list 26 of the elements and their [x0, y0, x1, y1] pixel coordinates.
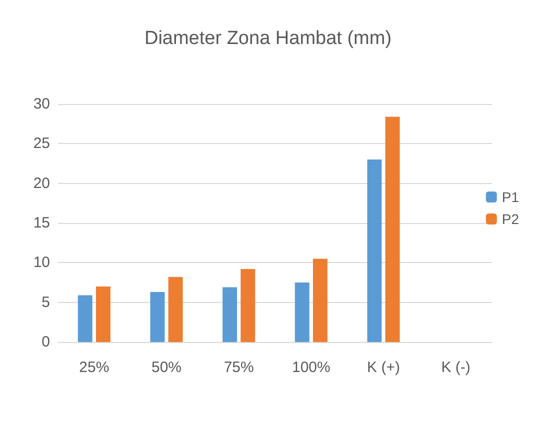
x-tick-label: 75%: [224, 359, 254, 376]
bar: [78, 295, 92, 342]
x-tick-label: 25%: [79, 359, 110, 376]
y-tick-label: 25: [33, 135, 50, 152]
x-tick-label: K (-): [441, 359, 470, 376]
bar: [294, 282, 310, 342]
y-tick-label: 30: [33, 96, 50, 112]
bar: [150, 292, 165, 342]
y-tick-label: 10: [33, 254, 50, 272]
y-tick-label: 20: [33, 174, 50, 192]
y-tick-label: 15: [33, 214, 50, 232]
bar: [385, 116, 400, 342]
legend-label: P2: [502, 211, 520, 227]
chart-title: Diameter Zona Hambat (mm): [144, 28, 392, 49]
bar: [312, 258, 328, 342]
bar: [367, 160, 382, 342]
y-tick-label: 5: [42, 294, 50, 311]
x-tick-label: 100%: [292, 359, 330, 376]
x-tick-label: K (+): [367, 359, 400, 376]
legend-label: P1: [502, 189, 520, 205]
bar: [240, 269, 256, 342]
bar: [168, 276, 183, 342]
bar: [222, 287, 238, 342]
y-tick-label: 0: [42, 334, 50, 350]
bar: [96, 286, 110, 342]
x-tick-label: 50%: [151, 359, 182, 376]
